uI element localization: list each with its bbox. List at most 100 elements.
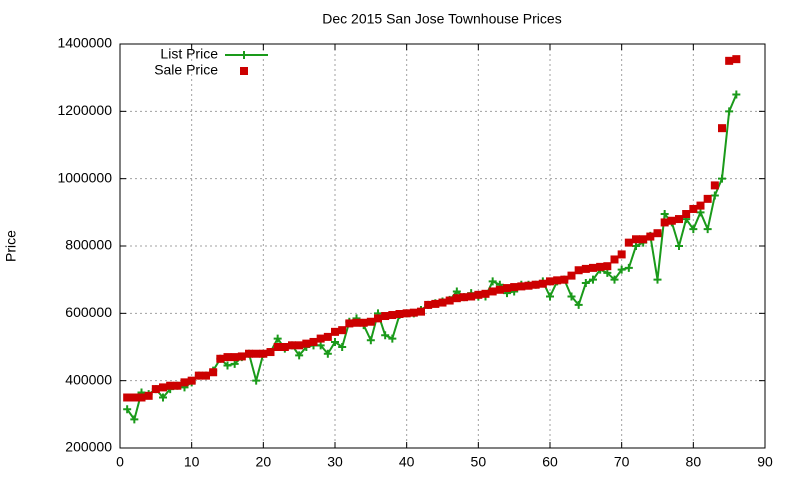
point-marker [359, 318, 368, 327]
point-marker [517, 282, 526, 291]
legend-marker [240, 67, 248, 75]
point-marker [503, 284, 511, 293]
point-marker [445, 296, 454, 305]
y-tick-label: 1400000 [57, 35, 112, 51]
point-marker [667, 216, 676, 225]
x-tick-label: 60 [542, 454, 558, 470]
point-marker [302, 339, 311, 348]
point-marker [567, 271, 576, 280]
point-marker [488, 287, 497, 296]
point-marker [452, 287, 461, 296]
point-marker [646, 232, 655, 241]
point-marker [202, 371, 210, 380]
y-tick-label: 200000 [65, 439, 112, 455]
point-marker [166, 381, 175, 390]
point-marker [288, 341, 296, 350]
point-marker [581, 264, 590, 273]
legend-label: List Price [160, 46, 218, 62]
point-marker [617, 250, 626, 259]
point-marker [230, 359, 239, 368]
point-marker [159, 383, 167, 392]
point-marker [345, 319, 354, 328]
point-marker [660, 210, 669, 219]
point-marker [280, 343, 289, 351]
point-marker [245, 349, 253, 358]
point-marker [718, 124, 726, 133]
plot-frame [119, 43, 766, 449]
point-marker [567, 292, 576, 301]
y-tick-label: 800000 [65, 237, 112, 253]
point-marker [438, 298, 447, 307]
point-marker [316, 334, 325, 343]
point-marker [710, 191, 719, 200]
point-marker [252, 349, 261, 358]
point-marker [725, 56, 734, 65]
point-marker [546, 277, 554, 286]
point-marker [581, 279, 590, 288]
point-marker [574, 300, 583, 309]
point-marker [624, 238, 633, 247]
x-tick-label: 80 [686, 454, 702, 470]
point-marker [589, 263, 597, 272]
point-marker [675, 215, 683, 224]
x-tick-label: 20 [256, 454, 272, 470]
point-marker [402, 309, 411, 318]
point-marker [488, 277, 497, 286]
point-marker [144, 391, 153, 400]
point-marker [696, 201, 705, 210]
point-marker [725, 107, 734, 116]
x-tick-label: 90 [757, 454, 773, 470]
point-marker [481, 289, 490, 298]
chart-title: Dec 2015 San Jose Townhouse Prices [322, 11, 561, 27]
point-marker [460, 293, 468, 302]
series-line [126, 94, 738, 422]
point-marker [660, 218, 669, 227]
y-tick-label: 400000 [65, 371, 112, 387]
point-marker [574, 266, 583, 275]
point-marker [230, 353, 239, 362]
point-marker [703, 225, 712, 234]
point-marker [194, 371, 203, 380]
point-marker [180, 378, 189, 387]
legend-label: Sale Price [154, 62, 218, 78]
legend-marker [240, 51, 248, 59]
x-tick-label: 0 [116, 454, 124, 470]
point-marker [323, 349, 332, 358]
point-marker [524, 281, 533, 290]
point-marker [374, 314, 382, 323]
point-marker [682, 210, 691, 219]
point-marker [603, 268, 612, 277]
y-axis-label: Price [3, 230, 19, 262]
point-marker [417, 307, 425, 316]
point-marker [689, 204, 698, 213]
point-marker [560, 275, 569, 284]
point-marker [495, 285, 504, 294]
point-marker [610, 275, 619, 284]
point-marker [732, 55, 741, 64]
point-marker [323, 332, 332, 341]
point-marker [381, 312, 390, 321]
point-marker [209, 368, 218, 377]
point-marker [431, 299, 440, 308]
y-tick-label: 1000000 [57, 169, 112, 185]
point-marker [639, 235, 648, 244]
point-marker [151, 385, 160, 394]
point-marker [216, 354, 225, 363]
point-marker [352, 318, 361, 327]
point-marker [710, 181, 719, 190]
point-marker [452, 294, 461, 303]
point-marker [718, 174, 726, 183]
point-marker [732, 90, 741, 99]
point-marker [467, 292, 476, 301]
x-tick-label: 10 [184, 454, 200, 470]
point-marker [510, 283, 519, 292]
point-marker [553, 276, 562, 285]
point-marker [187, 376, 196, 385]
point-marker [173, 381, 182, 390]
point-marker [632, 235, 640, 244]
point-marker [223, 353, 232, 362]
point-marker [338, 343, 347, 351]
point-marker [624, 263, 633, 272]
x-tick-label: 70 [614, 454, 630, 470]
point-marker [130, 415, 139, 424]
